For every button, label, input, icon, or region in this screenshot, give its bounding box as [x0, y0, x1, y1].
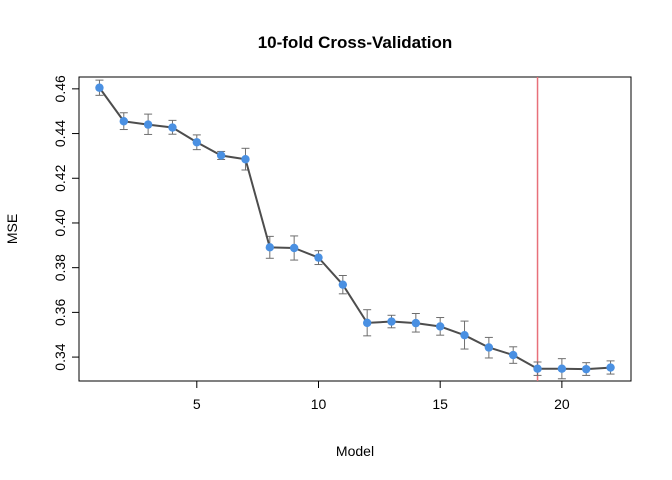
plot-frame — [78, 76, 632, 382]
data-point — [557, 364, 567, 373]
x-tick-label: 10 — [311, 396, 327, 412]
data-point — [533, 364, 542, 373]
data-point — [168, 123, 177, 132]
data-point — [216, 151, 226, 160]
data-point — [484, 343, 494, 352]
data-point — [460, 330, 469, 340]
data-point — [143, 120, 153, 129]
data-point — [95, 83, 104, 92]
data-point — [192, 138, 201, 147]
plot-area: 5 10 15 20 0.34 0.36 0.38 0.40 0.42 0.44 0.46 — [52, 75, 632, 412]
y-tick-label: 0.44 — [52, 120, 68, 147]
y-tick-label: 0.42 — [52, 164, 68, 191]
data-point — [119, 117, 128, 126]
data-point — [582, 364, 591, 374]
y-tick-label: 0.40 — [52, 209, 68, 236]
x-axis-label: Model — [336, 443, 374, 459]
data-point — [241, 155, 250, 164]
mse-line — [98, 87, 611, 371]
y-tick-label: 0.38 — [52, 254, 68, 281]
y-tick-label: 0.46 — [52, 75, 68, 102]
data-point — [338, 280, 348, 289]
chart-title: 10-fold Cross-Validation — [258, 33, 453, 52]
x-tick-label: 20 — [554, 396, 570, 412]
data-point — [362, 318, 372, 328]
data-point — [509, 350, 518, 360]
data-point — [387, 317, 396, 326]
data-point — [435, 322, 445, 331]
data-point — [314, 253, 323, 262]
data-point — [265, 243, 275, 252]
y-tick-label: 0.36 — [52, 299, 68, 326]
data-point — [606, 363, 615, 372]
data-point — [411, 318, 421, 328]
y-axis-label: MSE — [4, 214, 20, 244]
data-point — [289, 243, 299, 253]
y-tick-label: 0.34 — [52, 343, 68, 370]
x-tick-label: 5 — [193, 396, 201, 412]
x-tick-label: 15 — [432, 396, 448, 412]
